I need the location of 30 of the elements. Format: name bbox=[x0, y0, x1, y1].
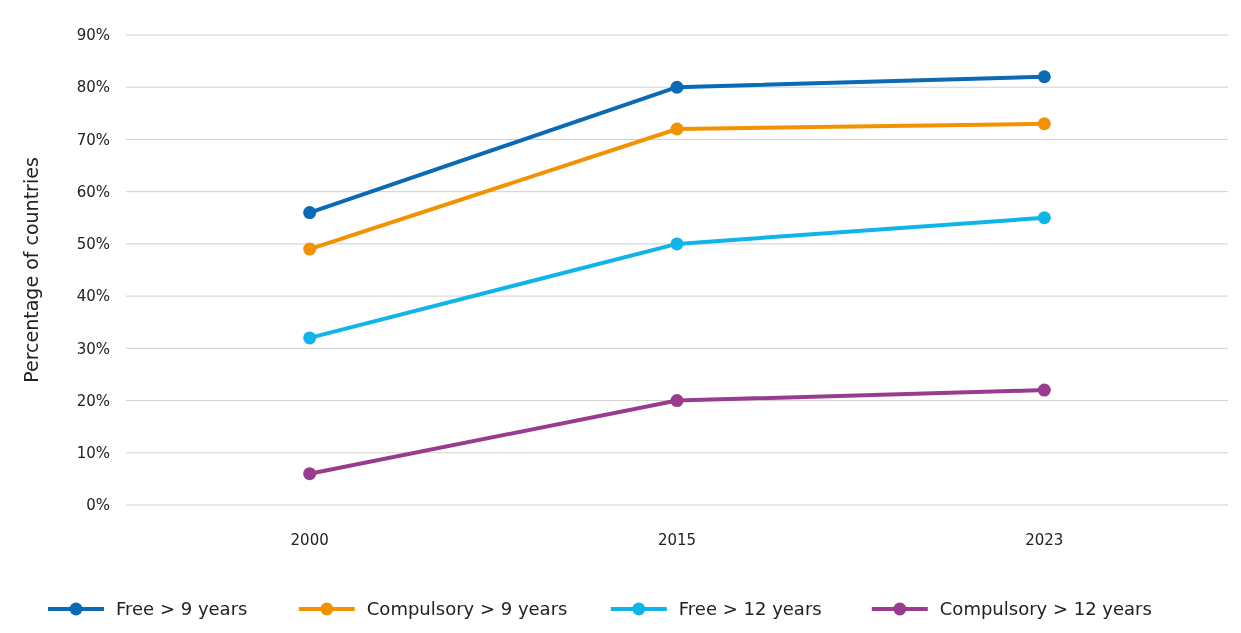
y-tick-label: 40% bbox=[76, 287, 110, 306]
legend-label: Free > 9 years bbox=[116, 598, 248, 620]
y-tick-label: 30% bbox=[76, 339, 110, 358]
point bbox=[303, 242, 317, 256]
y-tick-label: 50% bbox=[76, 235, 110, 254]
y-tick-label: 80% bbox=[76, 78, 110, 97]
y-tick-label: 10% bbox=[76, 444, 110, 463]
legend-label: Free > 12 years bbox=[678, 598, 822, 620]
point bbox=[1037, 70, 1051, 84]
point bbox=[670, 237, 684, 251]
legend-label: Compulsory > 12 years bbox=[939, 598, 1152, 620]
point bbox=[1037, 383, 1051, 397]
point bbox=[303, 467, 317, 481]
y-axis-title: Percentage of countries bbox=[20, 157, 42, 383]
x-tick-label: 2023 bbox=[1025, 531, 1064, 549]
point bbox=[1037, 211, 1051, 225]
point bbox=[303, 206, 317, 220]
point bbox=[670, 394, 684, 408]
y-tick-label: 0% bbox=[86, 496, 110, 515]
point bbox=[670, 122, 684, 136]
x-tick-label: 2000 bbox=[290, 531, 329, 549]
point bbox=[1037, 117, 1051, 131]
legend-label: Compulsory > 9 years bbox=[366, 598, 568, 620]
y-tick-label: 60% bbox=[76, 182, 110, 201]
y-tick-label: 20% bbox=[76, 391, 110, 410]
point bbox=[303, 331, 317, 345]
y-tick-label: 90% bbox=[76, 26, 110, 45]
x-tick-label: 2015 bbox=[657, 531, 697, 549]
y-tick-label: 70% bbox=[76, 130, 110, 149]
point bbox=[670, 80, 684, 94]
